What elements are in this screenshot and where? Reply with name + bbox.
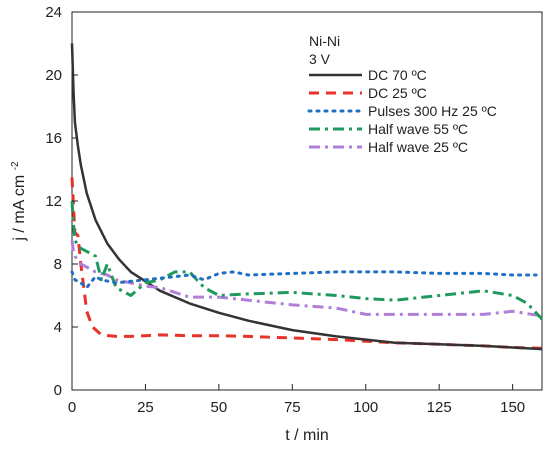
y-tick-label: 4: [54, 319, 62, 336]
x-tick-label: 125: [427, 399, 452, 416]
y-tick-label: 24: [45, 4, 62, 21]
x-tick-label: 100: [353, 399, 378, 416]
legend-label-5: Half wave 25 ºC: [368, 139, 468, 155]
x-tick-label: 75: [284, 399, 301, 416]
series-group: [70, 43, 544, 351]
y-axis-title: j / mA cm -2: [10, 161, 28, 242]
y-axis-title-superscript: -2: [10, 161, 21, 170]
x-tick-label: 150: [500, 399, 525, 416]
x-tick-label: 50: [211, 399, 228, 416]
series-line-4: [70, 200, 544, 321]
y-axis-title-main: j / mA cm: [11, 175, 28, 242]
legend-header-1: Ni-Ni: [309, 33, 340, 49]
series-line-3: [70, 270, 538, 290]
series-line-5: [70, 240, 543, 318]
legend-header-2: 3 V: [309, 51, 331, 67]
y-tick-label: 8: [54, 256, 62, 273]
x-axis-title: t / min: [285, 427, 329, 444]
legend-label-4: Half wave 55 ºC: [368, 121, 468, 137]
x-tick-label: 25: [137, 399, 154, 416]
ticks-group: 0 25 50 75 100 125 150 0 4 8 12 16 20 24: [45, 4, 525, 416]
legend-label-1: DC 70 ºC: [368, 67, 427, 83]
legend-label-3: Pulses 300 Hz 25 ºC: [368, 103, 497, 119]
legend-label-2: DC 25 ºC: [368, 85, 427, 101]
series-line-1: [70, 43, 543, 351]
plot-area: 0 25 50 75 100 125 150 0 4 8 12 16 20 24: [45, 4, 544, 416]
y-tick-label: 20: [45, 67, 62, 84]
legend: Ni-Ni 3 V DC 70 ºC DC 25 ºC Pulses 300 Hz …: [307, 33, 497, 155]
y-tick-label: 0: [54, 382, 62, 399]
y-tick-label: 12: [45, 193, 62, 210]
y-tick-label: 16: [45, 130, 62, 147]
x-tick-label: 0: [68, 399, 76, 416]
series-line-2: [70, 177, 543, 350]
